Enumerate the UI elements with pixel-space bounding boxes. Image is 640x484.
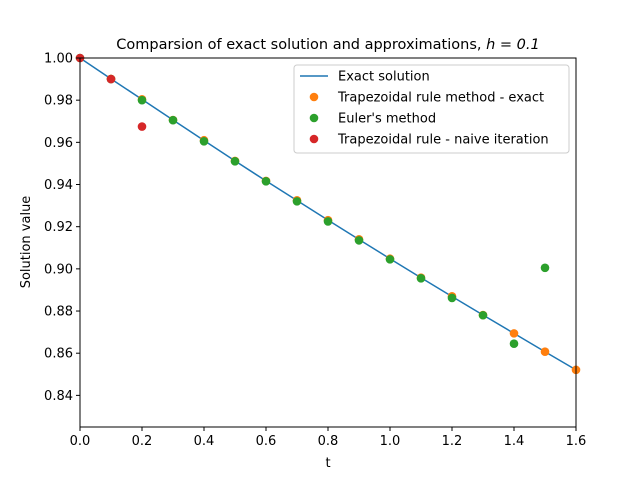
y-tick-label: 0.92 [44,220,73,235]
legend-point-marker [309,92,319,102]
data-point-series-2 [478,310,488,320]
data-point-series-3 [137,122,147,131]
legend-label: Exact solution [338,70,430,85]
data-point-series-2 [230,157,240,166]
title-text: Comparsion of exact solution and approxi… [116,37,486,53]
legend-point-marker [309,134,319,144]
x-tick-label: 0.4 [194,434,215,449]
x-axis-label: t [325,456,330,471]
data-point-series-3 [106,74,116,84]
y-tick-label: 0.88 [44,305,73,320]
y-tick-label: 0.96 [44,136,73,151]
x-tick-label: 1.4 [504,434,525,449]
data-point-series-1 [509,329,519,338]
legend-label: Trapezoidal rule method - exact [337,91,544,106]
y-tick-label: 0.98 [44,94,73,109]
x-tick-label: 1.0 [380,434,401,449]
data-point-series-2 [137,95,147,105]
legend-label: Euler's method [338,112,436,127]
data-point-series-2 [447,293,457,303]
y-tick-label: 0.94 [44,178,73,193]
data-point-series-2 [261,177,271,186]
legend-label: Trapezoidal rule - naive iteration [337,133,549,148]
x-tick-label: 0.6 [256,434,277,449]
y-tick-label: 0.86 [44,347,73,362]
y-axis-label: Solution value [19,196,34,289]
chart-title: Comparsion of exact solution and approxi… [116,37,539,53]
data-point-series-2 [354,236,364,245]
data-point-series-2 [509,339,519,349]
legend-point-marker [309,113,319,123]
legend-box [293,64,570,154]
data-point-series-2 [416,274,426,283]
data-point-series-1 [540,347,550,357]
data-point-series-2 [540,263,550,273]
title-math: h = 0.1 [486,37,540,53]
x-tick-label: 1.6 [566,434,587,449]
legend: Exact solution Trapezoidal rule method - … [293,64,570,154]
x-tick-label: 0.0 [70,434,91,449]
x-tick-label: 1.2 [442,434,463,449]
data-point-series-2 [323,217,333,226]
data-point-series-2 [292,197,302,206]
x-tick-label: 0.8 [318,434,339,449]
data-point-series-2 [385,255,395,264]
y-tick-label: 0.90 [44,262,73,277]
x-tick-label: 0.2 [132,434,153,449]
data-point-series-2 [199,136,209,146]
data-point-series-2 [168,115,178,125]
y-tick-label: 1.00 [44,52,73,67]
y-tick-label: 0.84 [44,389,73,404]
